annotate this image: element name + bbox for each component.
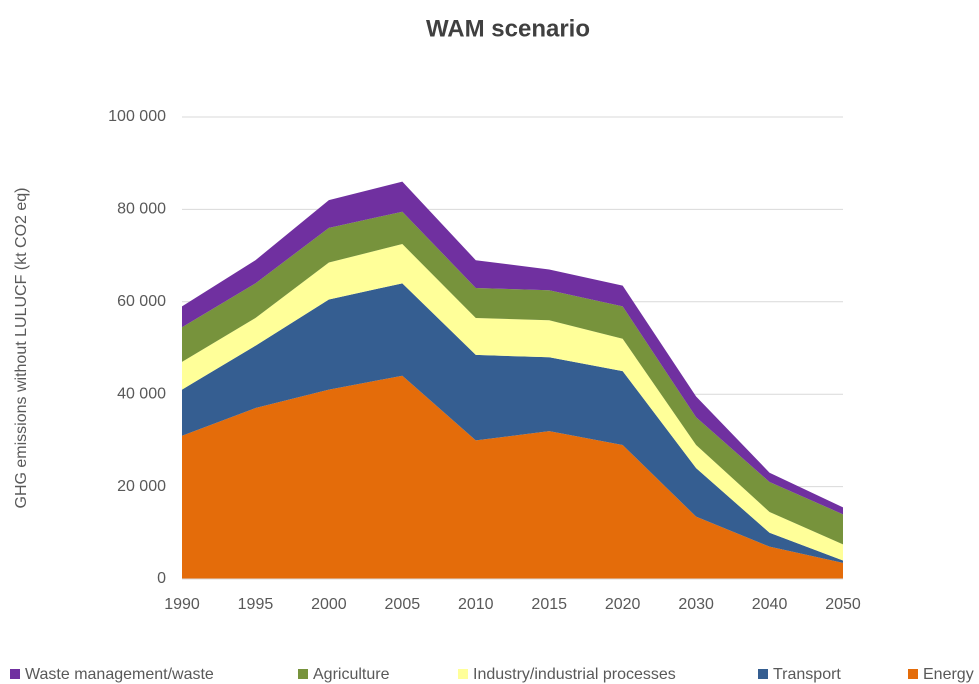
x-tick-label: 2050 bbox=[825, 596, 861, 613]
area bbox=[182, 211, 843, 545]
legend-swatch bbox=[458, 669, 468, 679]
y-tick-label: 40 000 bbox=[117, 385, 166, 402]
legend-swatch bbox=[758, 669, 768, 679]
y-tick-label: 80 000 bbox=[117, 201, 166, 218]
area bbox=[182, 181, 843, 515]
chart-title: WAM scenario bbox=[426, 15, 590, 42]
y-axis-label: GHG emissions without LULUCF (kt CO2 eq) bbox=[13, 188, 30, 509]
area bbox=[182, 244, 843, 561]
y-tick-label: 0 bbox=[157, 570, 166, 587]
legend-label: Energy bbox=[923, 666, 974, 683]
legend-swatch bbox=[10, 669, 20, 679]
x-tick-label: 2005 bbox=[385, 596, 421, 613]
y-tick-label: 100 000 bbox=[108, 108, 166, 125]
x-tick-label: 2020 bbox=[605, 596, 641, 613]
area bbox=[182, 375, 843, 579]
x-tick-label: 2010 bbox=[458, 596, 494, 613]
x-tick-label: 1995 bbox=[238, 596, 274, 613]
legend-label: Industry/industrial processes bbox=[473, 666, 676, 683]
x-tick-label: 2040 bbox=[752, 596, 788, 613]
x-tick-label: 2000 bbox=[311, 596, 347, 613]
legend-label: Waste management/waste bbox=[25, 666, 214, 683]
legend-swatch bbox=[908, 669, 918, 679]
x-tick-label: 2030 bbox=[678, 596, 714, 613]
legend-label: Agriculture bbox=[313, 666, 390, 683]
y-tick-label: 20 000 bbox=[117, 478, 166, 495]
legend-swatch bbox=[298, 669, 308, 679]
area bbox=[182, 283, 843, 563]
y-tick-label: 60 000 bbox=[117, 293, 166, 310]
x-tick-label: 1990 bbox=[164, 596, 200, 613]
x-tick-label: 2015 bbox=[531, 596, 567, 613]
legend-label: Transport bbox=[773, 666, 841, 683]
